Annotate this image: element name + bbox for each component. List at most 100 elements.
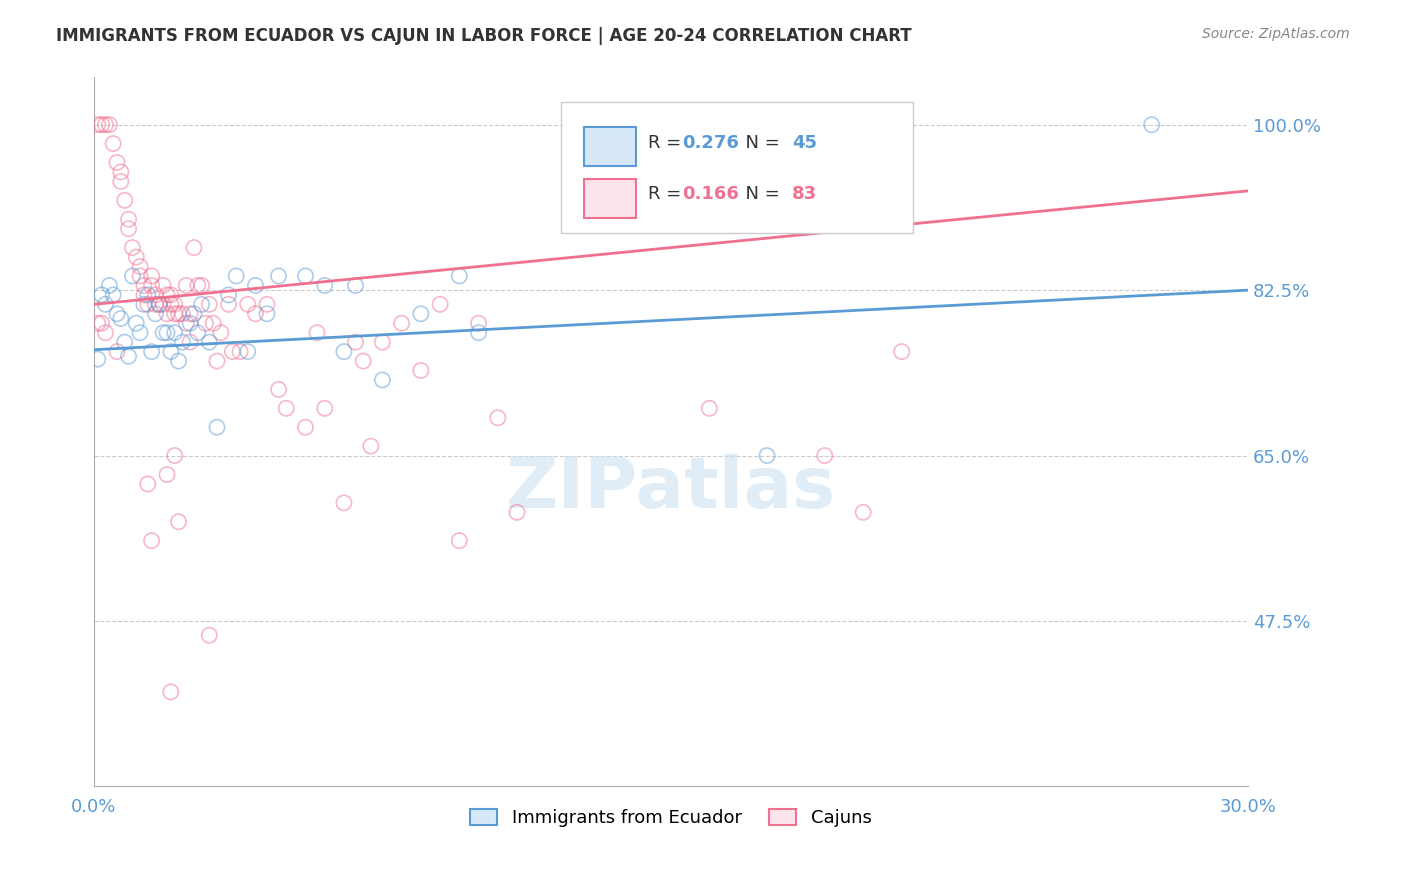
Point bbox=[449, 268, 471, 283]
Point bbox=[167, 307, 190, 321]
Point bbox=[141, 268, 163, 283]
Point bbox=[105, 344, 128, 359]
Text: 45: 45 bbox=[792, 134, 817, 152]
Point bbox=[117, 349, 139, 363]
Point bbox=[256, 297, 278, 311]
Point bbox=[256, 307, 278, 321]
Point bbox=[105, 155, 128, 169]
Point bbox=[506, 505, 529, 519]
Point bbox=[352, 354, 374, 368]
Point bbox=[183, 307, 205, 321]
Point bbox=[145, 297, 167, 311]
Point bbox=[160, 685, 183, 699]
Point bbox=[229, 344, 252, 359]
Point bbox=[110, 311, 132, 326]
Point bbox=[129, 268, 152, 283]
FancyBboxPatch shape bbox=[561, 103, 914, 234]
Point bbox=[190, 278, 212, 293]
Point bbox=[198, 628, 221, 642]
Point bbox=[90, 288, 112, 302]
Point bbox=[314, 401, 336, 416]
Point bbox=[87, 352, 110, 367]
Point bbox=[218, 288, 240, 302]
Point bbox=[132, 288, 155, 302]
Point bbox=[172, 307, 194, 321]
Point bbox=[141, 278, 163, 293]
Point bbox=[160, 288, 183, 302]
Point bbox=[890, 344, 912, 359]
Point bbox=[699, 401, 721, 416]
Point bbox=[245, 307, 267, 321]
Point bbox=[314, 278, 336, 293]
Point bbox=[156, 288, 179, 302]
Point bbox=[105, 307, 128, 321]
Point bbox=[167, 515, 190, 529]
FancyBboxPatch shape bbox=[585, 127, 637, 166]
Point bbox=[267, 268, 290, 283]
Point bbox=[190, 297, 212, 311]
Point bbox=[121, 268, 143, 283]
Point bbox=[132, 278, 155, 293]
Point bbox=[98, 278, 121, 293]
Point bbox=[163, 297, 186, 311]
Point bbox=[163, 307, 186, 321]
Point bbox=[141, 344, 163, 359]
Point bbox=[110, 174, 132, 188]
Point bbox=[294, 268, 316, 283]
Point bbox=[98, 118, 121, 132]
Point bbox=[236, 297, 259, 311]
Point bbox=[87, 316, 110, 330]
Point bbox=[129, 326, 152, 340]
Point bbox=[198, 335, 221, 350]
Text: N =: N = bbox=[734, 134, 786, 152]
Text: R =: R = bbox=[648, 186, 686, 203]
Point bbox=[160, 344, 183, 359]
Point bbox=[179, 307, 201, 321]
Point bbox=[125, 316, 148, 330]
Point bbox=[94, 118, 117, 132]
Text: N =: N = bbox=[734, 186, 786, 203]
Point bbox=[125, 250, 148, 264]
Text: IMMIGRANTS FROM ECUADOR VS CAJUN IN LABOR FORCE | AGE 20-24 CORRELATION CHART: IMMIGRANTS FROM ECUADOR VS CAJUN IN LABO… bbox=[56, 27, 912, 45]
Point bbox=[221, 344, 243, 359]
Point bbox=[183, 241, 205, 255]
Text: Source: ZipAtlas.com: Source: ZipAtlas.com bbox=[1202, 27, 1350, 41]
FancyBboxPatch shape bbox=[585, 178, 637, 218]
Point bbox=[172, 335, 194, 350]
Point bbox=[163, 326, 186, 340]
Point bbox=[344, 278, 367, 293]
Point bbox=[136, 297, 159, 311]
Point bbox=[409, 307, 432, 321]
Text: 0.276: 0.276 bbox=[682, 134, 740, 152]
Point bbox=[174, 316, 197, 330]
Point bbox=[132, 297, 155, 311]
Point bbox=[205, 420, 228, 434]
Point bbox=[110, 165, 132, 179]
Point bbox=[121, 241, 143, 255]
Point bbox=[187, 326, 209, 340]
Point bbox=[449, 533, 471, 548]
Point bbox=[467, 326, 489, 340]
Point bbox=[333, 344, 356, 359]
Point bbox=[218, 297, 240, 311]
Point bbox=[179, 335, 201, 350]
Point bbox=[344, 335, 367, 350]
Point bbox=[145, 288, 167, 302]
Point bbox=[305, 326, 328, 340]
Point bbox=[267, 383, 290, 397]
Point bbox=[94, 326, 117, 340]
Point bbox=[101, 136, 124, 151]
Point bbox=[209, 326, 232, 340]
Point bbox=[245, 278, 267, 293]
Point bbox=[1140, 118, 1163, 132]
Point bbox=[136, 288, 159, 302]
Point bbox=[163, 449, 186, 463]
Point bbox=[225, 268, 247, 283]
Point bbox=[145, 307, 167, 321]
Point bbox=[94, 297, 117, 311]
Point bbox=[179, 316, 201, 330]
Text: 83: 83 bbox=[792, 186, 817, 203]
Point bbox=[152, 297, 174, 311]
Point bbox=[141, 533, 163, 548]
Point bbox=[167, 354, 190, 368]
